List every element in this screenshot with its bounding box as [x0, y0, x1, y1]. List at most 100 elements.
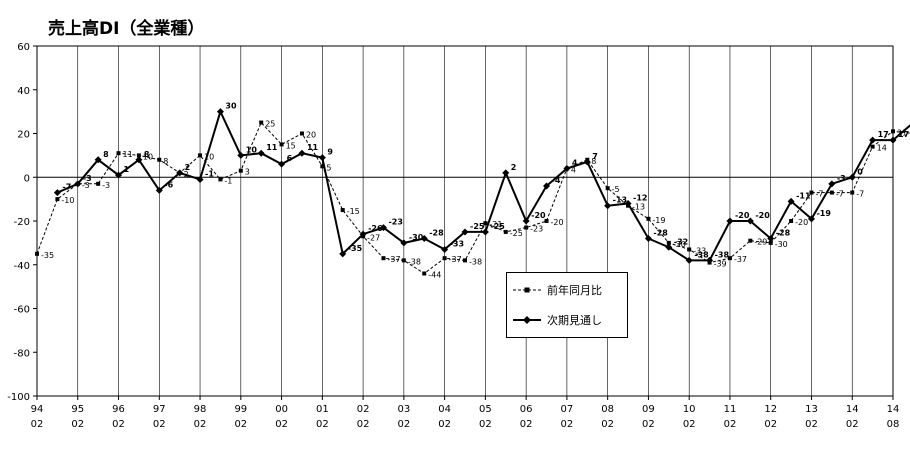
point-yoy: [422, 272, 426, 276]
x-month-label: 02: [194, 419, 207, 430]
x-month-label: 02: [153, 419, 166, 430]
data-label-outlook: 2: [185, 163, 191, 172]
x-month-label: 02: [397, 419, 410, 430]
point-yoy: [157, 158, 161, 162]
chart-title: 売上高DI（全業種）: [46, 14, 206, 39]
point-outlook: [726, 218, 733, 225]
data-label-yoy: -10: [61, 196, 74, 205]
data-label-yoy: -1: [224, 176, 232, 185]
point-outlook: [54, 189, 61, 196]
data-label-outlook: 8: [144, 150, 150, 159]
x-year-label: 03: [397, 404, 410, 415]
point-outlook: [584, 158, 591, 165]
data-label-outlook: -35: [348, 244, 363, 253]
data-label-yoy: -25: [510, 229, 523, 238]
point-yoy: [117, 151, 121, 155]
plot-area-frame: [37, 46, 893, 396]
point-yoy: [871, 145, 875, 149]
x-year-label: 02: [357, 404, 370, 415]
data-label-outlook: 4: [572, 159, 578, 168]
data-label-outlook: -25: [490, 222, 505, 231]
y-tick-label: -20: [14, 217, 30, 228]
data-label-outlook: -28: [776, 229, 791, 238]
point-yoy: [259, 121, 263, 125]
data-label-outlook: -20: [755, 211, 770, 220]
x-month-label: 02: [71, 419, 84, 430]
data-label-outlook: 30: [225, 102, 237, 111]
data-label-yoy: -19: [652, 216, 665, 225]
data-label-yoy: -35: [41, 251, 54, 260]
data-label-yoy: -7: [815, 190, 823, 199]
x-year-label: 14: [887, 404, 900, 415]
point-yoy: [300, 132, 304, 136]
point-yoy: [463, 258, 467, 262]
data-label-outlook: -3: [83, 174, 92, 183]
point-yoy: [55, 197, 59, 201]
x-year-label: 99: [234, 404, 247, 415]
data-label-yoy: -38: [408, 257, 421, 266]
data-label-outlook: -7: [62, 183, 71, 192]
data-label-outlook: 0: [857, 167, 863, 176]
point-yoy: [35, 252, 39, 256]
x-month-label: 02: [112, 419, 125, 430]
data-label-outlook: -6: [164, 180, 173, 189]
data-label-yoy: -37: [387, 255, 400, 264]
x-year-label: 12: [764, 404, 777, 415]
data-label-outlook: -30: [409, 233, 424, 242]
point-yoy: [218, 177, 222, 181]
x-month-label: 08: [887, 419, 900, 430]
point-yoy: [891, 129, 895, 133]
x-year-label: 98: [194, 404, 207, 415]
point-yoy: [687, 247, 691, 251]
data-label-outlook: -28: [429, 229, 444, 238]
legend: 前年同月比 次期見通し: [506, 272, 628, 338]
data-label-yoy: -29: [754, 238, 767, 247]
x-month-label: 02: [275, 419, 288, 430]
x-year-label: 94: [31, 404, 44, 415]
data-label-yoy: 11: [123, 150, 133, 159]
data-label-yoy: -37: [449, 255, 462, 264]
data-label-yoy: 20: [306, 131, 316, 140]
data-label-yoy: 14: [877, 144, 887, 153]
data-label-outlook: 11: [307, 143, 319, 152]
series-line-yoy: [37, 123, 910, 313]
data-label-outlook: -19: [816, 209, 831, 218]
y-tick-label: 40: [17, 86, 30, 97]
data-label-yoy: -5: [612, 185, 620, 194]
point-yoy: [524, 226, 528, 230]
y-tick-label: -80: [14, 348, 30, 359]
data-label-outlook: 17: [878, 130, 889, 139]
y-tick-label: -60: [14, 305, 30, 316]
data-label-outlook: 6: [287, 154, 293, 163]
point-yoy: [381, 256, 385, 260]
data-label-outlook: -38: [715, 250, 730, 259]
data-label-outlook: -26: [368, 224, 383, 233]
data-label-outlook: 7: [592, 152, 598, 161]
x-month-label: 02: [724, 419, 737, 430]
point-yoy: [402, 258, 406, 262]
data-label-yoy: 3: [245, 168, 250, 177]
point-yoy: [198, 153, 202, 157]
x-year-label: 04: [438, 404, 451, 415]
x-month-label: 02: [31, 419, 44, 430]
data-label-outlook: -4: [552, 176, 561, 185]
point-yoy: [830, 191, 834, 195]
data-label-outlook: -20: [531, 211, 546, 220]
x-month-label: 02: [764, 419, 777, 430]
point-yoy: [280, 142, 284, 146]
point-yoy: [239, 169, 243, 173]
data-label-outlook: 10: [246, 145, 258, 154]
data-label-outlook: -25: [470, 222, 485, 231]
x-year-label: 95: [71, 404, 84, 415]
legend-label-outlook: 次期見通し: [547, 312, 602, 328]
x-year-label: 01: [316, 404, 329, 415]
legend-swatch-outlook: [513, 315, 541, 325]
x-year-label: 96: [112, 404, 125, 415]
x-year-label: 11: [724, 404, 737, 415]
data-label-outlook: -11: [796, 191, 811, 200]
data-label-yoy: -39: [714, 260, 727, 269]
x-month-label: 02: [642, 419, 655, 430]
y-tick-label: -100: [7, 392, 30, 403]
data-label-outlook: 1: [124, 165, 130, 174]
